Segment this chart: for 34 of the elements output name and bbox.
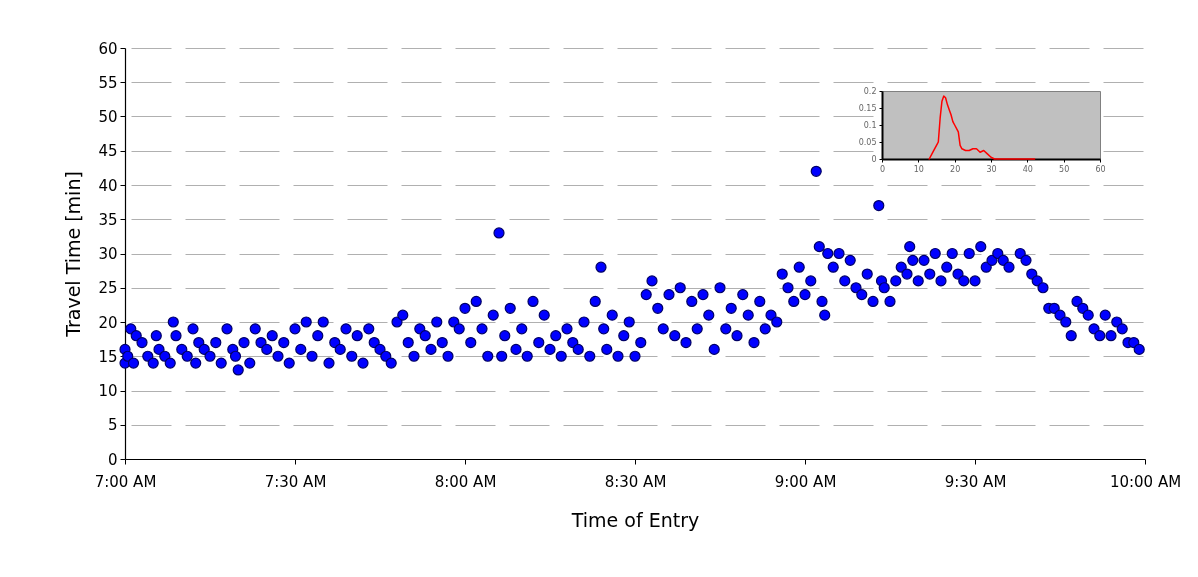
y-tick-label: 0.2 bbox=[863, 86, 877, 96]
y-tick-label: 50 bbox=[98, 108, 118, 126]
y-tick-label: 25 bbox=[98, 279, 118, 298]
x-tick-label: 7:00 AM bbox=[94, 472, 157, 491]
x-tick-label: 10:00 AM bbox=[1109, 472, 1182, 491]
y-tick-label: 20 bbox=[98, 313, 118, 332]
x-tick-label: 20 bbox=[950, 164, 961, 174]
x-tick-label: 0 bbox=[879, 164, 886, 174]
x-tick-label: 30 bbox=[986, 164, 997, 174]
y-tick-label: 0.15 bbox=[858, 103, 877, 113]
y-tick-label: 15 bbox=[98, 347, 118, 366]
x-tick-label: 9:30 AM bbox=[944, 472, 1007, 491]
y-tick-label: 0 bbox=[107, 450, 118, 469]
y-tick-label: 0.1 bbox=[863, 120, 877, 130]
y-tick-label: 5 bbox=[107, 416, 118, 435]
y-tick-label: 60 bbox=[98, 39, 118, 58]
x-tick-label: 9:00 AM bbox=[774, 472, 837, 491]
y-tick-label: 45 bbox=[98, 142, 118, 161]
y-tick-label: 30 bbox=[98, 245, 118, 263]
x-tick-label: 7:30 AM bbox=[264, 472, 327, 491]
y-tick-label: 40 bbox=[98, 176, 118, 195]
x-tick-label: 50 bbox=[1059, 164, 1070, 174]
y-axis-title: Travel Time [min] bbox=[62, 171, 85, 338]
x-tick-label: 60 bbox=[1095, 164, 1106, 174]
y-tick-label: 0 bbox=[871, 154, 877, 164]
y-tick-label: 35 bbox=[98, 210, 118, 229]
x-tick-label: 8:30 AM bbox=[604, 472, 667, 491]
y-tick-label: 55 bbox=[98, 73, 118, 92]
x-tick-label: 8:00 AM bbox=[434, 472, 497, 491]
x-tick-label: 40 bbox=[1022, 164, 1033, 174]
x-tick-label: 10 bbox=[913, 164, 924, 174]
x-axis-title: Time of Entry bbox=[570, 508, 700, 531]
y-tick-label: 0.05 bbox=[858, 137, 877, 147]
y-tick-label: 10 bbox=[98, 382, 118, 400]
